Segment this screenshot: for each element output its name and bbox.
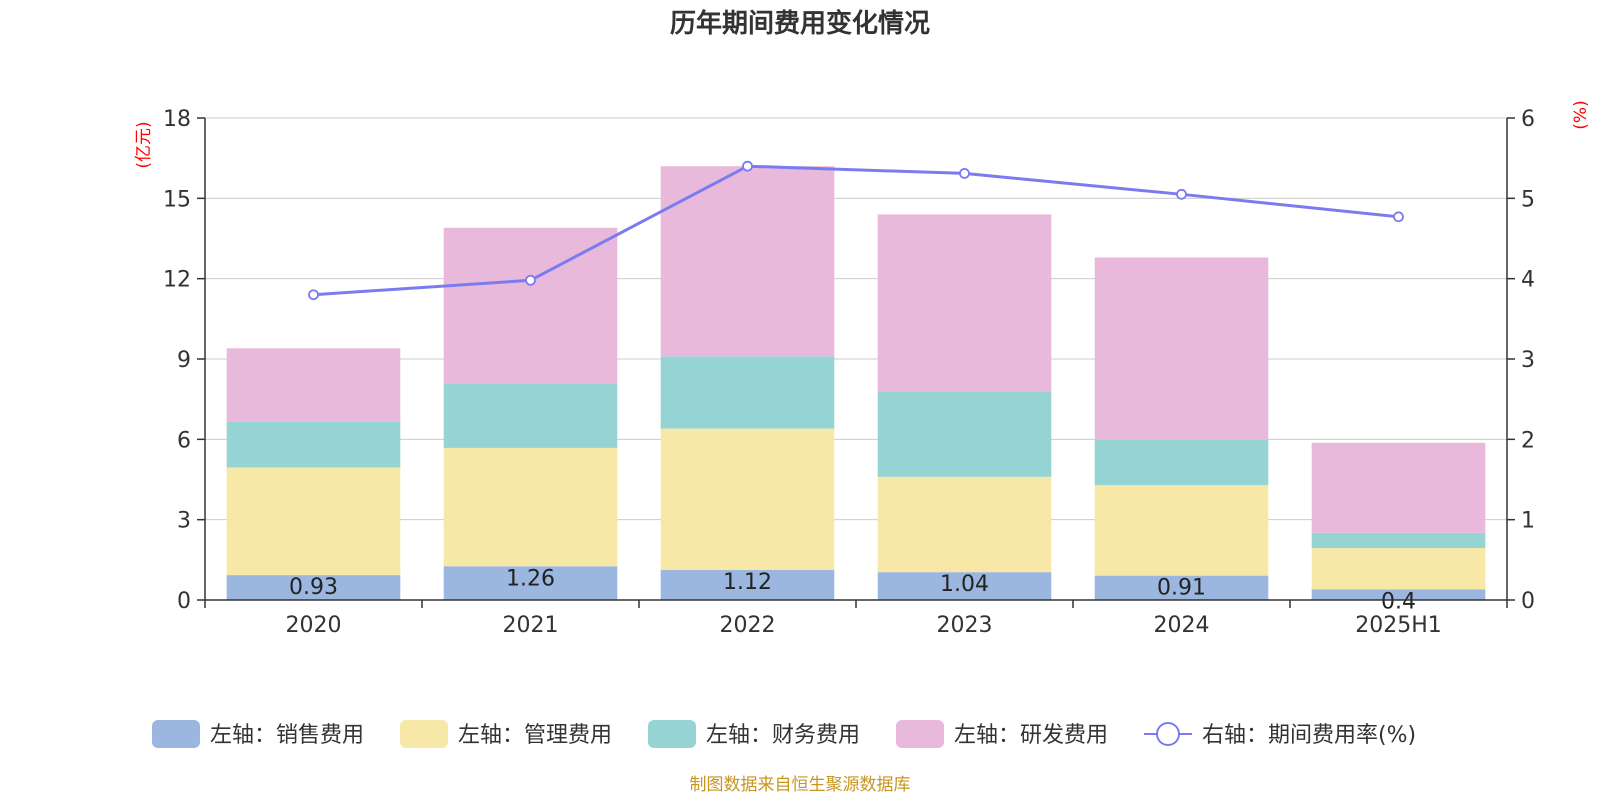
bar-segment [660, 570, 835, 600]
legend-label: 左轴：销售费用 [210, 723, 364, 748]
legend-swatch [152, 720, 200, 748]
bar-segment [1094, 439, 1269, 486]
bar-segment [660, 428, 835, 571]
bar-value-label: 1.26 [506, 566, 555, 591]
x-axis-tick-label: 2021 [503, 613, 559, 638]
right-axis-tick-label: 4 [1521, 268, 1535, 293]
legend-marker [1156, 722, 1180, 746]
x-axis-tick-label: 2022 [720, 613, 776, 638]
left-axis-tick-label: 15 [163, 187, 191, 212]
legend: 左轴：销售费用 左轴：管理费用 左轴：财务费用 左轴：研发费用 右轴：期间费用率(%) [152, 720, 1416, 748]
bars-layer [226, 166, 1486, 600]
rate-point [308, 289, 319, 301]
left-axis-tick-label: 6 [177, 428, 191, 453]
legend-label: 左轴：财务费用 [706, 723, 860, 748]
rate-line-layer [308, 160, 1404, 301]
rate-point [959, 168, 970, 179]
left-axis-tick-label: 3 [177, 509, 191, 534]
x-axis-tick-label: 2025H1 [1355, 613, 1442, 638]
rate-line [313, 164, 1399, 297]
bar-value-label: 1.04 [940, 572, 989, 597]
right-axis-unit: (%) [1571, 100, 1591, 129]
chart-title: 历年期间费用变化情况 [670, 8, 930, 39]
right-axis-tick-label: 2 [1521, 428, 1535, 453]
grid-lines [205, 117, 1507, 521]
right-axis-tick-label: 6 [1521, 107, 1535, 132]
right-axis-tick-label: 3 [1521, 348, 1535, 373]
bar-value-label: 0.91 [1157, 576, 1206, 601]
bar-segment [1094, 485, 1269, 576]
bar-segment [877, 214, 1052, 392]
left-axis-unit: (亿元) [134, 121, 154, 168]
bar-value-label: 0.93 [289, 575, 338, 600]
bar-segment [1311, 589, 1486, 600]
legend-swatch [896, 720, 944, 748]
rate-point [1176, 188, 1187, 200]
bar-segment [877, 476, 1052, 573]
bar-segment [443, 447, 618, 567]
bar-segment [660, 166, 835, 357]
bar-segment [877, 572, 1052, 600]
bar-segment [226, 467, 401, 576]
left-axis-tick-label: 0 [177, 589, 191, 614]
left-axis-tick-label: 18 [163, 107, 191, 132]
bar-segment [443, 227, 618, 384]
bar-segment [443, 566, 618, 600]
legend-label: 右轴：期间费用率(%) [1202, 723, 1416, 748]
right-axis-tick-label: 0 [1521, 589, 1535, 614]
rate-point [525, 274, 536, 286]
bar-labels-layer: 0.93 1.26 1.12 1.04 0.91 0.4 [289, 566, 1416, 614]
rate-point [742, 160, 753, 172]
left-axis-tick-label: 12 [163, 268, 191, 293]
bar-segment [226, 421, 401, 468]
bar-segment [877, 391, 1052, 477]
right-axis-tick-label: 1 [1521, 509, 1535, 534]
left-axis-tick-label: 9 [177, 348, 191, 373]
bar-segment [1094, 575, 1269, 600]
bar-segment [443, 383, 618, 448]
right-axis-tick-label: 5 [1521, 187, 1535, 212]
x-axis-tick-label: 2024 [1154, 613, 1210, 638]
data-source-note: 制图数据来自恒生聚源数据库 [690, 775, 911, 795]
legend-swatch [400, 720, 448, 748]
legend-label: 左轴：管理费用 [458, 723, 612, 748]
bar-segment [1094, 257, 1269, 440]
bar-segment [226, 348, 401, 422]
bar-segment [1311, 548, 1486, 590]
x-axis-tick-label: 2023 [937, 613, 993, 638]
bar-value-label: 1.12 [723, 570, 772, 595]
bar-value-label: 0.4 [1381, 589, 1416, 614]
bar-segment [1311, 442, 1486, 533]
bar-segment [1311, 532, 1486, 549]
legend-swatch [648, 720, 696, 748]
x-axis-tick-label: 2020 [286, 613, 342, 638]
legend-label: 左轴：研发费用 [954, 723, 1108, 748]
rate-point [1393, 211, 1404, 223]
bar-segment [660, 356, 835, 429]
bar-segment [226, 575, 401, 600]
